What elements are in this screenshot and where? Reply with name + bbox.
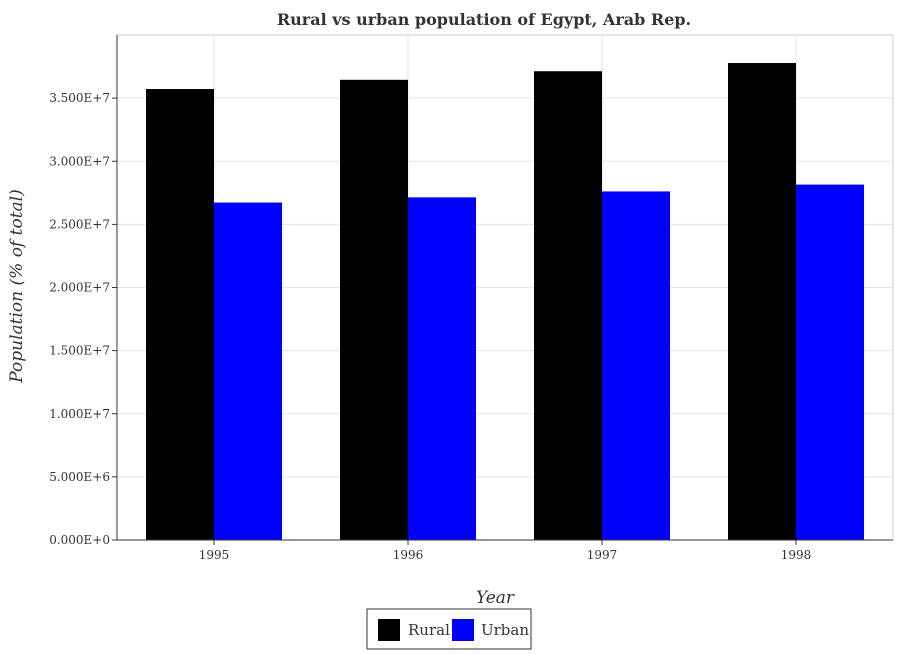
bar-urban-1998: [796, 184, 864, 540]
legend-label-rural: Rural: [408, 621, 450, 639]
bar-rural-1995: [146, 89, 214, 540]
legend-swatch-urban: [452, 619, 474, 641]
chart-title: Rural vs urban population of Egypt, Arab…: [277, 10, 691, 29]
y-tick-label: 3.500E+7: [49, 91, 110, 105]
x-tick-label: 1995: [199, 548, 230, 562]
plot-area: 0.000E+0 5.000E+6 1.000E+7 1.500E+7 2.000E+7…: [49, 34, 894, 562]
bars: [146, 63, 864, 541]
y-tick-label: 2.500E+7: [49, 217, 110, 231]
y-tick-label: 3.000E+7: [49, 154, 110, 168]
legend-items: Rural Urban: [378, 619, 529, 641]
x-axis-title: Year: [476, 588, 515, 608]
bar-rural-1996: [340, 79, 408, 540]
x-tick-label: 1997: [587, 548, 618, 562]
bar-urban-1997: [602, 191, 670, 540]
y-tick-label: 5.000E+6: [49, 470, 110, 484]
x-tick-label: 1998: [781, 548, 812, 562]
y-axis-title: Population (% of total): [7, 189, 27, 383]
bar-rural-1997: [534, 71, 602, 540]
y-tick-label: 0.000E+0: [49, 533, 110, 547]
legend-label-urban: Urban: [481, 621, 529, 639]
bar-urban-1996: [408, 197, 476, 541]
axes: 0.000E+0 5.000E+6 1.000E+7 1.500E+7 2.000E+7…: [49, 35, 893, 562]
legend: Rural Urban: [366, 608, 532, 650]
bar-rural-1998: [728, 63, 796, 541]
x-tick-label: 1996: [393, 548, 424, 562]
y-tick-label: 1.500E+7: [49, 344, 110, 358]
y-tick-label: 2.000E+7: [49, 281, 110, 295]
bar-urban-1995: [214, 202, 282, 540]
y-tick-label: 1.000E+7: [49, 407, 110, 421]
legend-swatch-rural: [378, 619, 400, 641]
